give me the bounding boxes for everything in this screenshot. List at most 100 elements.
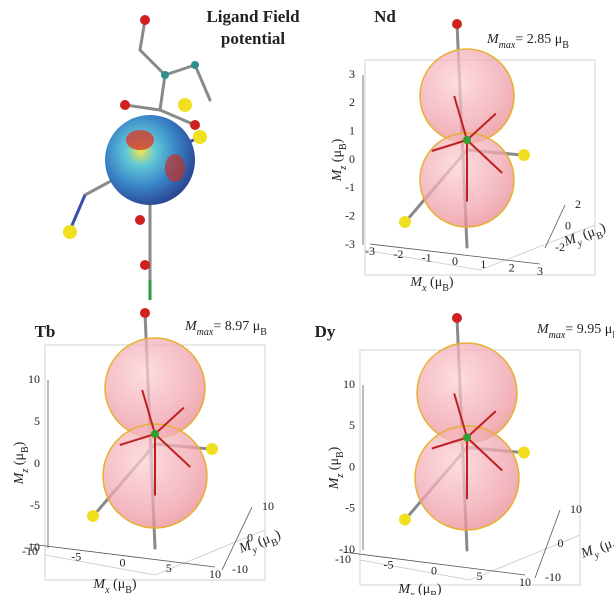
bond: [431, 139, 468, 152]
tick-label: 3: [349, 67, 355, 81]
axis-line: [544, 204, 566, 249]
label-part: z: [20, 469, 31, 474]
label-part: y: [250, 544, 259, 556]
tick-label: -10: [22, 544, 38, 558]
label-part: (μ: [327, 458, 342, 474]
bond: [141, 389, 156, 435]
label-part: ): [449, 275, 454, 290]
plot-frame: [479, 224, 596, 271]
tick-label: 10: [343, 377, 355, 391]
label-part: (μ: [577, 225, 597, 244]
label-part: y: [592, 549, 601, 561]
tick-label: 0: [120, 555, 126, 569]
tick-label: -10: [232, 562, 248, 576]
label-part: B: [260, 327, 267, 338]
label-part: M: [409, 275, 423, 290]
bond: [466, 139, 503, 174]
bond: [154, 433, 191, 468]
label-part: M: [184, 319, 198, 334]
atom: [399, 216, 411, 228]
plot-frame: [469, 534, 581, 581]
bond: [431, 436, 468, 450]
panel-title: potential: [221, 29, 286, 48]
label-part: = 2.85 μ: [515, 32, 562, 47]
label-part: ): [132, 577, 137, 592]
metal-ion: [463, 136, 471, 144]
label-part: max: [197, 327, 214, 338]
label-part: ): [437, 582, 442, 595]
tick-label: -2: [555, 240, 565, 254]
label-part: B: [335, 451, 346, 458]
atom: [452, 19, 462, 29]
atom: [206, 443, 218, 455]
tick-label: 2: [349, 95, 355, 109]
axis-line: [29, 543, 216, 568]
plot-frame: [359, 559, 471, 581]
label-part: (μ: [594, 537, 614, 556]
label-part: (μ: [415, 582, 431, 595]
tick-label: 0: [349, 152, 355, 166]
tick-label: 2: [575, 197, 581, 211]
label-part: max: [499, 40, 516, 51]
label-part: ): [598, 221, 608, 237]
axis-line: [369, 243, 541, 265]
potential-region: [126, 130, 154, 150]
label-part: ): [330, 138, 345, 143]
tick-label: 0: [349, 459, 355, 473]
label-part: M: [486, 32, 500, 47]
label-part: x: [409, 590, 415, 595]
magnetization-lobe: [419, 48, 515, 144]
label-part: y: [575, 237, 584, 249]
label-part: B: [595, 230, 605, 243]
label-part: B: [612, 330, 614, 341]
label-part: B: [612, 542, 614, 555]
atom: [452, 313, 462, 323]
plot-frame: [364, 249, 481, 271]
metal-ion: [463, 433, 471, 442]
label-part: B: [20, 446, 31, 453]
tick-label: -2: [393, 247, 403, 261]
tick-label: -2: [345, 208, 355, 222]
tick-label: -5: [345, 501, 355, 515]
label-part: max: [549, 330, 566, 341]
label-part: M: [536, 322, 550, 337]
axis-line: [342, 551, 526, 576]
rich-label: Mx (μB): [92, 577, 136, 595]
tick-label: -10: [339, 542, 355, 556]
tick-label: -10: [24, 540, 40, 554]
label-part: B: [442, 283, 449, 294]
label-part: = 9.95 μ: [565, 322, 612, 337]
bond: [154, 406, 185, 435]
label-part: x: [421, 283, 427, 294]
tick-label: -10: [545, 570, 561, 584]
panel-title: Tb: [35, 322, 56, 341]
bond: [466, 112, 497, 141]
atom: [518, 446, 530, 459]
atom: [140, 308, 150, 318]
tick-label: 1: [349, 123, 355, 137]
label-part: (μ: [12, 453, 27, 469]
label-part: B: [562, 40, 569, 51]
tick-label: 10: [209, 567, 221, 581]
tick-label: 0: [431, 563, 437, 577]
tick-label: -5: [30, 498, 40, 512]
tick-label: 0: [558, 536, 564, 550]
axis-line: [534, 509, 561, 579]
label-part: B: [125, 585, 132, 595]
label-part: M: [330, 168, 345, 182]
label-part: (μ: [330, 150, 345, 166]
tick-label: 5: [34, 414, 40, 428]
label-part: ): [12, 441, 27, 446]
panel-title: Nd: [374, 7, 396, 26]
bond: [453, 95, 468, 141]
plot-frame: [44, 554, 156, 576]
bond: [466, 436, 503, 472]
label-part: ): [327, 446, 342, 451]
rich-label: Mx (μB): [397, 582, 441, 595]
tick-label: -5: [384, 558, 394, 572]
label-part: z: [338, 166, 349, 171]
tick-label: -5: [71, 550, 81, 564]
tick-label: 0: [452, 254, 458, 268]
bond: [119, 433, 156, 446]
label-part: z: [335, 474, 346, 479]
